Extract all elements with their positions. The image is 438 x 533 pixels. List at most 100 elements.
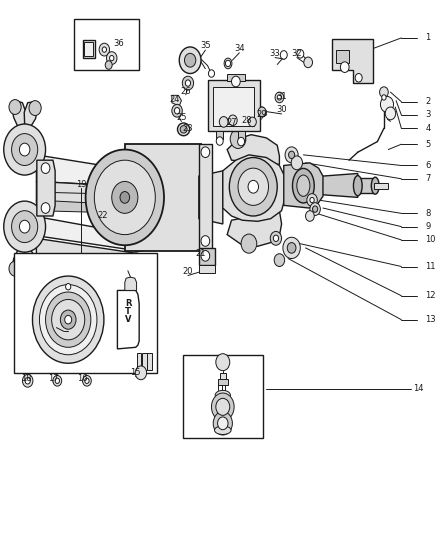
- Ellipse shape: [296, 175, 309, 196]
- Text: 21: 21: [195, 249, 206, 258]
- Circle shape: [354, 74, 361, 82]
- Text: R: R: [125, 299, 131, 308]
- Polygon shape: [261, 107, 266, 118]
- Text: 33: 33: [269, 50, 280, 58]
- Bar: [182, 356, 263, 438]
- Bar: [14, 253, 157, 373]
- Circle shape: [94, 160, 155, 235]
- Circle shape: [182, 76, 193, 90]
- Circle shape: [282, 237, 300, 259]
- Circle shape: [52, 300, 85, 340]
- Bar: [137, 353, 141, 370]
- Bar: [84, 42, 93, 56]
- Circle shape: [102, 47, 106, 52]
- Text: 25: 25: [176, 113, 186, 122]
- Polygon shape: [321, 173, 357, 197]
- Circle shape: [4, 124, 46, 175]
- Circle shape: [277, 95, 281, 100]
- Text: 34: 34: [233, 44, 244, 53]
- Circle shape: [11, 134, 38, 165]
- Polygon shape: [36, 181, 135, 205]
- Circle shape: [53, 375, 61, 386]
- Circle shape: [106, 52, 117, 64]
- Polygon shape: [117, 290, 139, 349]
- Circle shape: [60, 310, 76, 329]
- Circle shape: [19, 220, 30, 233]
- Text: 30: 30: [276, 105, 286, 114]
- Ellipse shape: [371, 177, 378, 194]
- Polygon shape: [226, 135, 279, 165]
- Text: 35: 35: [200, 42, 210, 51]
- Text: 1: 1: [424, 34, 430, 43]
- Circle shape: [229, 158, 277, 216]
- Circle shape: [248, 117, 256, 127]
- Circle shape: [258, 107, 265, 117]
- Polygon shape: [36, 238, 135, 269]
- Polygon shape: [223, 155, 285, 221]
- Circle shape: [213, 411, 232, 435]
- Circle shape: [273, 235, 278, 241]
- Text: 18: 18: [21, 374, 32, 383]
- Text: 10: 10: [424, 236, 435, 245]
- Bar: [82, 39, 95, 58]
- Circle shape: [306, 193, 317, 206]
- Polygon shape: [331, 39, 372, 83]
- Circle shape: [4, 201, 46, 252]
- Circle shape: [385, 107, 395, 120]
- Ellipse shape: [215, 390, 230, 400]
- Circle shape: [171, 104, 182, 117]
- Circle shape: [22, 374, 33, 387]
- Bar: [142, 353, 146, 370]
- Polygon shape: [14, 216, 36, 237]
- Polygon shape: [11, 101, 26, 127]
- Circle shape: [46, 292, 91, 348]
- Polygon shape: [374, 182, 387, 189]
- Circle shape: [41, 163, 50, 173]
- Circle shape: [85, 150, 164, 245]
- Text: 28: 28: [241, 116, 251, 125]
- Circle shape: [275, 92, 283, 103]
- Text: 15: 15: [130, 368, 141, 377]
- Circle shape: [112, 181, 138, 213]
- Polygon shape: [36, 155, 135, 187]
- Bar: [147, 353, 152, 370]
- Circle shape: [201, 147, 209, 158]
- Circle shape: [135, 366, 146, 379]
- Ellipse shape: [353, 175, 361, 196]
- Circle shape: [381, 95, 385, 100]
- Circle shape: [217, 417, 227, 430]
- Bar: [217, 379, 227, 384]
- Circle shape: [270, 231, 281, 245]
- Circle shape: [231, 76, 240, 87]
- Text: 36: 36: [113, 39, 124, 48]
- Circle shape: [211, 393, 233, 421]
- Circle shape: [11, 211, 38, 243]
- Circle shape: [208, 70, 214, 77]
- Circle shape: [237, 168, 268, 205]
- Circle shape: [110, 55, 114, 61]
- Text: 27: 27: [226, 118, 236, 127]
- Text: 26: 26: [180, 86, 191, 95]
- Circle shape: [39, 285, 97, 355]
- Polygon shape: [357, 178, 374, 193]
- Polygon shape: [124, 277, 136, 290]
- Circle shape: [64, 316, 71, 324]
- Polygon shape: [226, 211, 281, 246]
- Ellipse shape: [216, 416, 229, 424]
- Circle shape: [296, 50, 303, 58]
- Polygon shape: [24, 102, 38, 127]
- Circle shape: [339, 62, 348, 72]
- Polygon shape: [36, 216, 135, 251]
- Circle shape: [230, 130, 245, 149]
- Circle shape: [105, 61, 112, 69]
- Circle shape: [99, 43, 110, 56]
- Text: 31: 31: [276, 92, 286, 101]
- Circle shape: [216, 137, 223, 146]
- Circle shape: [184, 53, 195, 67]
- Circle shape: [219, 117, 227, 127]
- Circle shape: [240, 234, 256, 253]
- Bar: [226, 74, 244, 82]
- Circle shape: [303, 57, 312, 68]
- Circle shape: [274, 254, 284, 266]
- Text: 9: 9: [424, 222, 430, 231]
